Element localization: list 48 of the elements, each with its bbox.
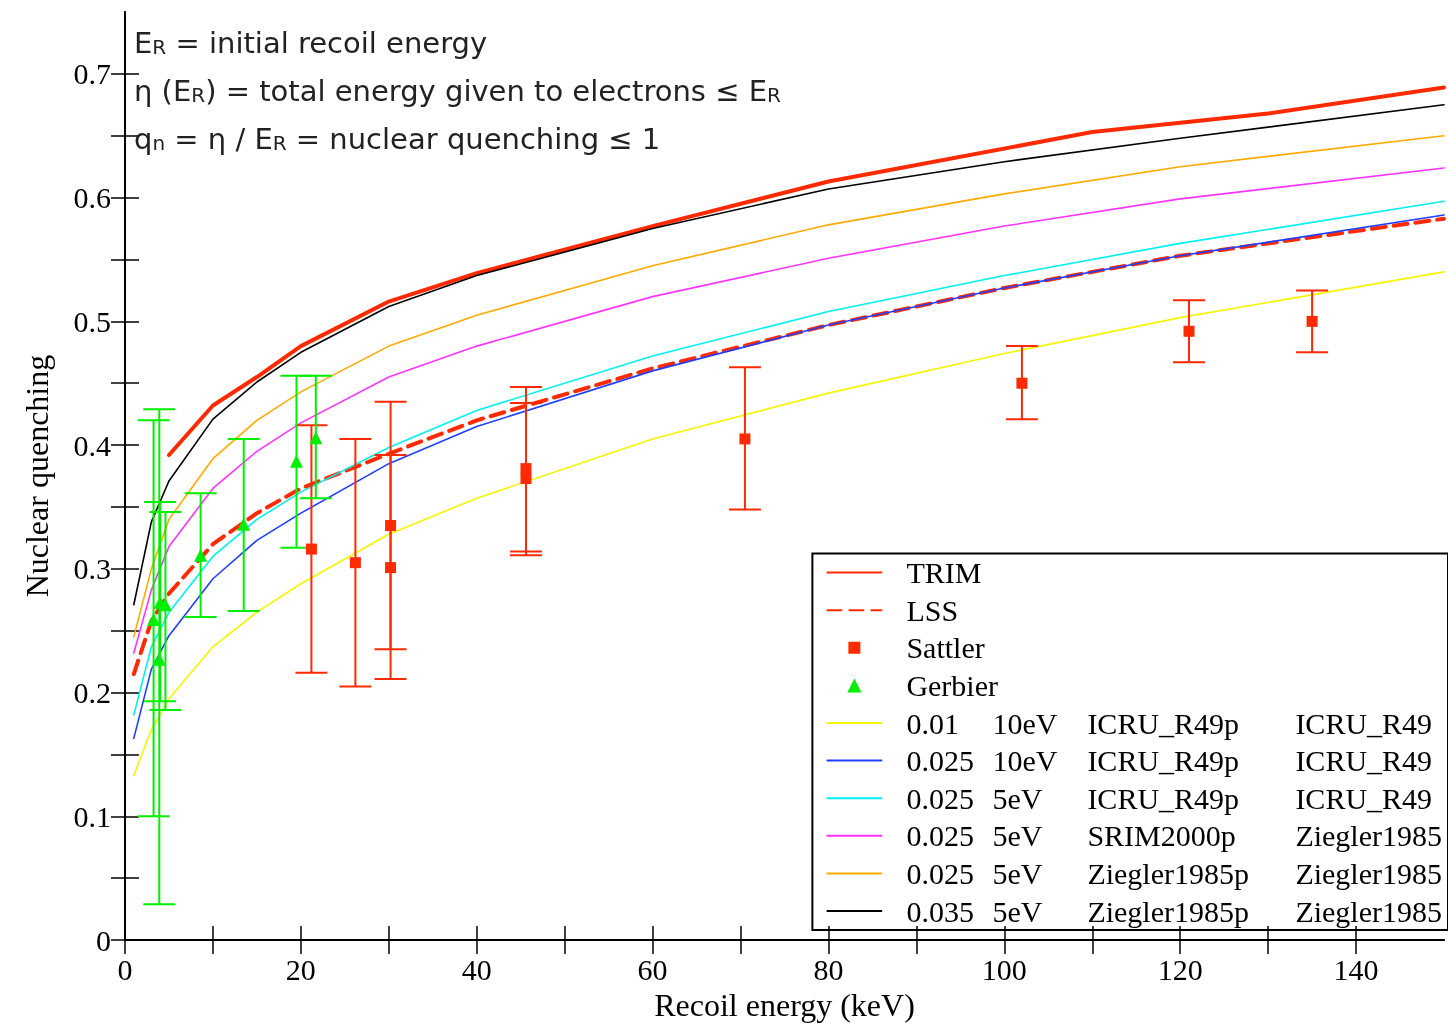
legend-label: Gerbier: [906, 668, 999, 702]
annotation: ER = initial recoil energy: [134, 25, 488, 60]
text: 0.025 5eV ICRU_R49p ICRU_R49: [906, 781, 1433, 815]
point: [152, 652, 166, 666]
x-tick-label: 0: [117, 952, 133, 986]
line-series: [132, 271, 1445, 777]
point: [1183, 325, 1195, 337]
point: [305, 543, 317, 555]
y-tick-label: 0.6: [73, 181, 111, 215]
point: [1016, 377, 1028, 389]
x-tick-label: 100: [981, 952, 1027, 986]
point: [289, 454, 303, 468]
x-tick-label: 60: [637, 952, 668, 986]
legend-label: LSS: [906, 593, 959, 627]
point: [385, 520, 397, 532]
point: [194, 548, 208, 562]
y-tick-label: 0.4: [73, 428, 111, 462]
y-tick-label: 0.5: [73, 304, 111, 338]
point: [1306, 315, 1318, 327]
text: 0.01 10eV ICRU_R49p ICRU_R49: [906, 706, 1433, 740]
x-tick-label: 40: [461, 952, 492, 986]
text: 0.025 5eV Ziegler1985p Ziegler1985: [906, 856, 1443, 890]
annotation: η (ER) = total energy given to electrons ≤ ER: [134, 73, 782, 108]
x-tick-label: 20: [285, 952, 316, 986]
point: [147, 613, 161, 627]
point: [520, 473, 532, 485]
point: [385, 562, 397, 574]
point: [739, 433, 751, 445]
y-tick-label: 0.3: [73, 552, 111, 586]
legend-label: TRIM: [906, 556, 982, 590]
text: 0.025 10eV ICRU_R49p ICRU_R49: [906, 744, 1433, 778]
y-tick-label: 0.7: [73, 57, 111, 91]
point: [309, 431, 323, 445]
y-tick-label: 0: [96, 923, 111, 957]
y-tick-label: 0.1: [73, 799, 111, 833]
text: 0.035 5eV Ziegler1985p Ziegler1985: [906, 894, 1443, 928]
x-tick-label: 140: [1333, 952, 1379, 986]
x-tick-label: 80: [813, 952, 844, 986]
annotation: qn = η / ER = nuclear quenching ≤ 1: [134, 121, 661, 156]
point: [520, 463, 532, 475]
point: [237, 517, 251, 531]
legend-label: Sattler: [906, 631, 985, 665]
y-tick-label: 0.2: [73, 676, 111, 710]
point: [349, 557, 361, 569]
x-axis-title: Recoil energy (keV): [654, 987, 915, 1023]
text: 0.025 5eV SRIM2000p Ziegler1985: [906, 819, 1443, 853]
y-axis-title: Nuclear quenching: [19, 354, 55, 598]
x-tick-label: 120: [1157, 952, 1203, 986]
